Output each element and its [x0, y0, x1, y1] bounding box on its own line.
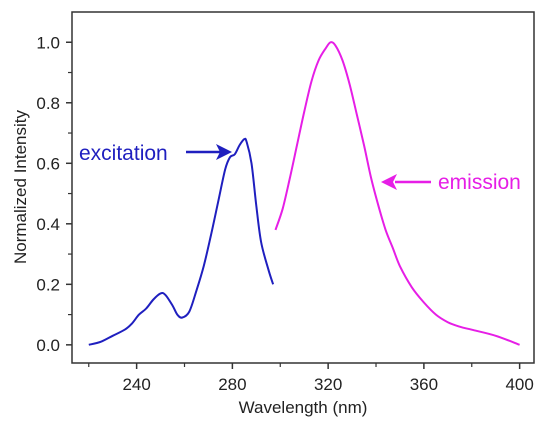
y-tick-label: 1.0: [36, 33, 60, 52]
ticks: 240 280 320 360 400 0.0 0.2 0.4 0.6 0.8 1.0: [36, 33, 533, 394]
excitation-arrowhead: [216, 144, 232, 160]
x-tick-label: 280: [218, 375, 246, 394]
y-axis-title: Normalized Intensity: [11, 110, 30, 265]
y-tick-label: 0.2: [36, 275, 60, 294]
annotation-layer: excitation emission: [79, 142, 521, 194]
emission-label: emission: [438, 171, 521, 194]
y-tick-label: 0.6: [36, 154, 60, 173]
y-tick-label: 0.8: [36, 94, 60, 113]
emission-series-line: [274, 41, 520, 346]
emission-arrowhead: [381, 174, 397, 190]
series-layer: [88, 41, 520, 346]
y-tick-label: 0.0: [36, 336, 60, 355]
y-tick-label: 0.4: [36, 215, 60, 234]
x-axis-title: Wavelength (nm): [239, 398, 368, 417]
excitation-label: excitation: [79, 142, 168, 165]
excitation-series-line: [88, 137, 275, 346]
x-tick-label: 400: [505, 375, 533, 394]
x-tick-label: 240: [122, 375, 150, 394]
x-tick-label: 320: [314, 375, 342, 394]
x-tick-label: 360: [410, 375, 438, 394]
plot-frame: [71, 11, 535, 364]
